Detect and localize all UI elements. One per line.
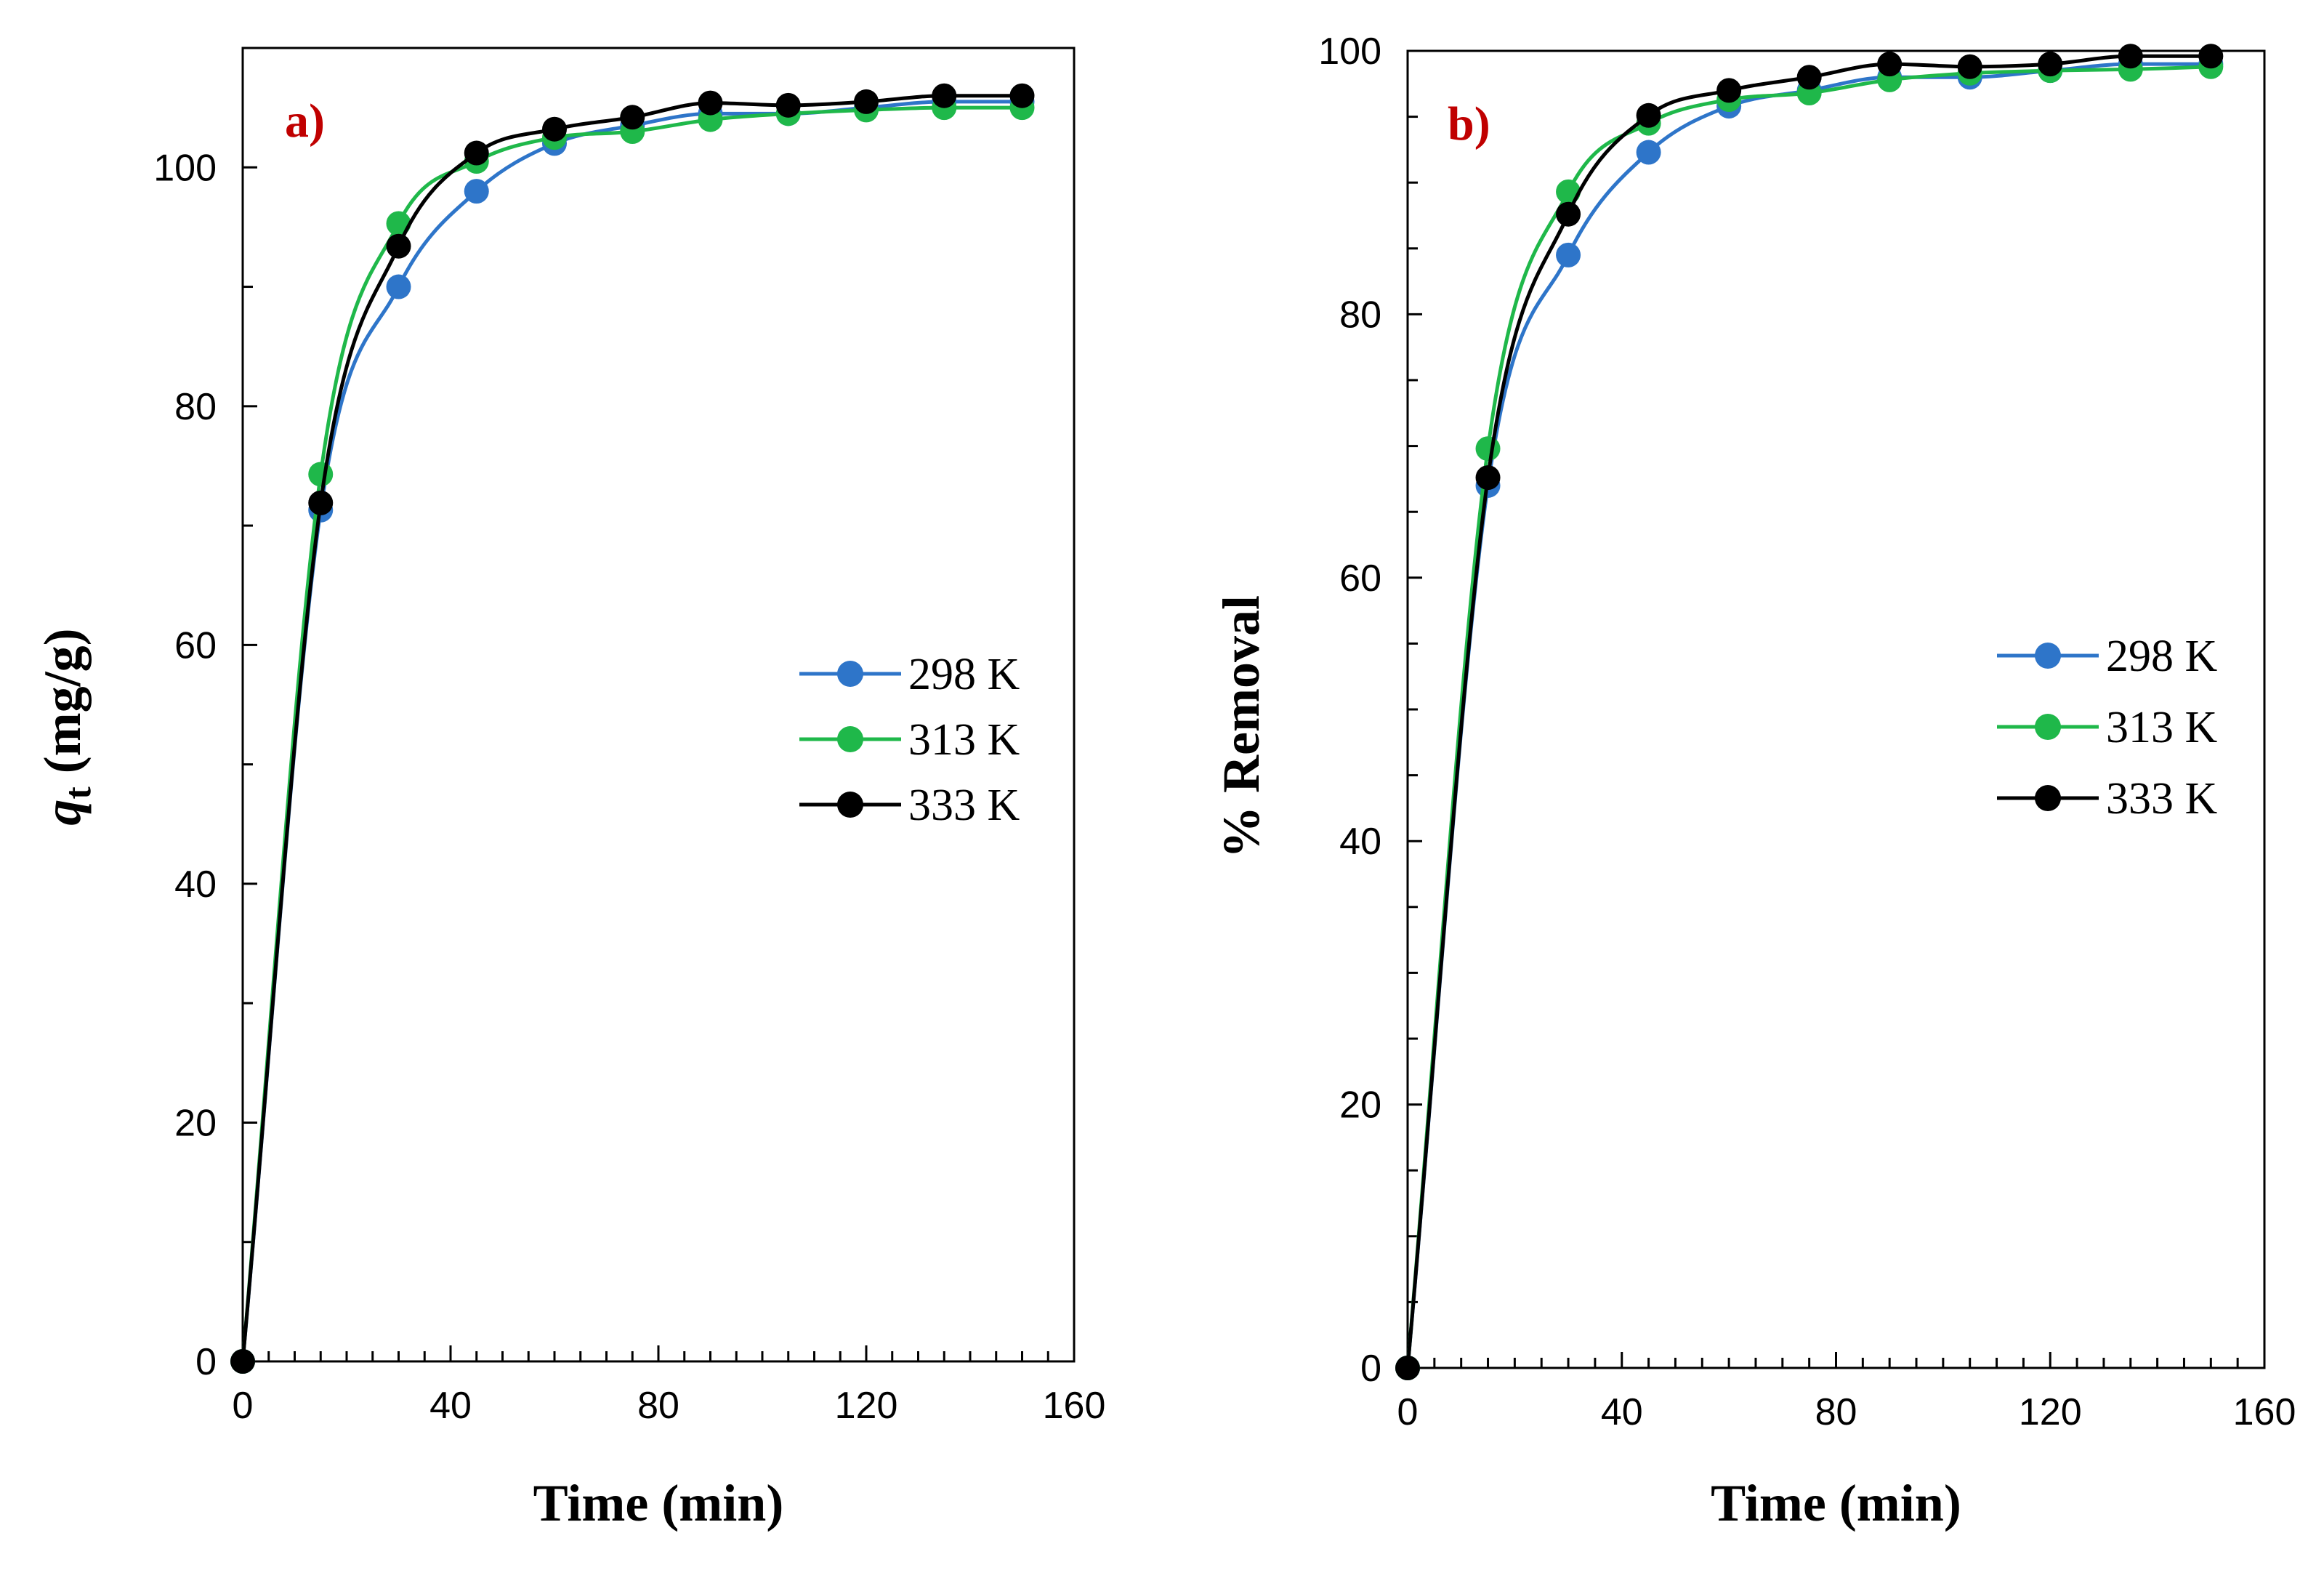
legend-label: 333 K bbox=[908, 781, 1020, 830]
y-tick-label: 80 bbox=[174, 386, 217, 428]
y-tick-label: 60 bbox=[1339, 557, 1381, 600]
series-313-k bbox=[1395, 54, 2224, 1380]
data-point bbox=[1556, 179, 1581, 204]
x-tick-label: 40 bbox=[1601, 1391, 1643, 1433]
y-tick-label: 60 bbox=[174, 624, 217, 667]
x-tick-label: 40 bbox=[429, 1385, 472, 1427]
data-point bbox=[1636, 140, 1661, 165]
data-point bbox=[386, 274, 411, 299]
x-tick-label: 80 bbox=[1815, 1391, 1857, 1433]
series-333-k bbox=[1395, 44, 2224, 1380]
y-tick-label: 100 bbox=[153, 147, 217, 189]
y-tick-label: 40 bbox=[1339, 821, 1381, 863]
legend: 298 K 313 K 333 K bbox=[799, 650, 1020, 830]
legend-label: 333 K bbox=[2106, 774, 2218, 824]
legend-item: 298 K bbox=[799, 650, 1020, 699]
legend-item: 333 K bbox=[1997, 774, 2218, 824]
panel-label: a) bbox=[285, 94, 325, 148]
series-line bbox=[241, 105, 1022, 1362]
data-point bbox=[1475, 436, 1501, 462]
data-point bbox=[1556, 242, 1581, 267]
x-tick-label: 0 bbox=[233, 1385, 254, 1427]
x-tick-label: 160 bbox=[1043, 1385, 1106, 1427]
data-point bbox=[775, 92, 801, 118]
data-point bbox=[1636, 102, 1661, 128]
series-298-k bbox=[1395, 52, 2224, 1380]
data-point bbox=[308, 490, 334, 515]
y-tick-label: 0 bbox=[195, 1341, 217, 1383]
series-333-k bbox=[230, 83, 1035, 1374]
series-line bbox=[241, 94, 1022, 1362]
series-line bbox=[1405, 65, 2211, 1369]
x-tick-label: 120 bbox=[835, 1385, 898, 1427]
legend-label: 313 K bbox=[2106, 703, 2218, 752]
y-axis-title: % Removal bbox=[1212, 595, 1270, 858]
y-tick-label: 20 bbox=[174, 1102, 217, 1144]
legend-swatch-marker bbox=[2035, 785, 2061, 811]
data-point bbox=[854, 89, 879, 114]
x-tick-label: 80 bbox=[637, 1385, 679, 1427]
data-point bbox=[2118, 44, 2143, 69]
y-tick-label: 20 bbox=[1339, 1084, 1381, 1127]
legend-swatch-marker bbox=[2035, 643, 2061, 669]
legend-swatch-marker bbox=[837, 726, 863, 752]
x-tick-label: 0 bbox=[1397, 1391, 1419, 1433]
legend: 298 K 313 K 333 K bbox=[1997, 632, 2218, 824]
data-point bbox=[698, 90, 723, 116]
data-point bbox=[1395, 1356, 1420, 1380]
legend-item: 313 K bbox=[1997, 703, 2218, 752]
x-axis-title: Time (min) bbox=[533, 1474, 784, 1532]
data-point bbox=[1877, 52, 1903, 77]
legend-swatch-marker bbox=[837, 661, 863, 687]
y-tick-label: 40 bbox=[174, 864, 217, 906]
legend-swatch-marker bbox=[837, 792, 863, 818]
legend-item: 298 K bbox=[1997, 632, 2218, 681]
data-point bbox=[1475, 465, 1501, 491]
panel-label: b) bbox=[1448, 97, 1490, 150]
data-point bbox=[1957, 54, 1982, 79]
data-point bbox=[1716, 78, 1742, 103]
legend-item: 333 K bbox=[799, 781, 1020, 830]
data-point bbox=[1796, 65, 1822, 90]
legend-item: 313 K bbox=[799, 715, 1020, 765]
data-point bbox=[542, 116, 567, 142]
legend-label: 313 K bbox=[908, 715, 1020, 765]
data-point bbox=[932, 83, 957, 108]
series-line bbox=[241, 100, 1022, 1362]
data-point bbox=[620, 105, 645, 130]
plot-frame bbox=[241, 47, 1076, 1363]
chart-panel-b: 0 40 80 120 160 0 20 40 60 80 100 Time (min) % Remov… bbox=[1212, 31, 2296, 1532]
data-point bbox=[1556, 201, 1581, 227]
y-axis-title: qt (mg/g) bbox=[33, 628, 99, 825]
x-tick-label: 120 bbox=[2019, 1391, 2082, 1433]
legend-label: 298 K bbox=[2106, 632, 2218, 681]
y-tick-label: 100 bbox=[1318, 31, 1381, 73]
y-tick-label: 80 bbox=[1339, 294, 1381, 336]
data-point bbox=[386, 233, 411, 259]
data-point bbox=[464, 179, 489, 204]
series-line bbox=[1405, 54, 2211, 1369]
data-point bbox=[1009, 83, 1035, 108]
x-axis-title: Time (min) bbox=[1711, 1474, 1961, 1532]
series-line bbox=[1405, 62, 2211, 1369]
data-point bbox=[2038, 52, 2063, 77]
x-tick-label: 160 bbox=[2233, 1391, 2296, 1433]
data-point bbox=[230, 1349, 255, 1374]
chart-panel-a: 0 40 80 120 160 0 20 40 60 80 100 Time (min) qt (mg/… bbox=[33, 47, 1106, 1532]
data-point bbox=[308, 462, 334, 487]
data-point bbox=[2198, 44, 2224, 69]
data-point bbox=[464, 140, 489, 166]
legend-swatch-marker bbox=[2035, 714, 2061, 740]
legend-label: 298 K bbox=[908, 650, 1020, 699]
y-tick-label: 0 bbox=[1360, 1348, 1381, 1390]
